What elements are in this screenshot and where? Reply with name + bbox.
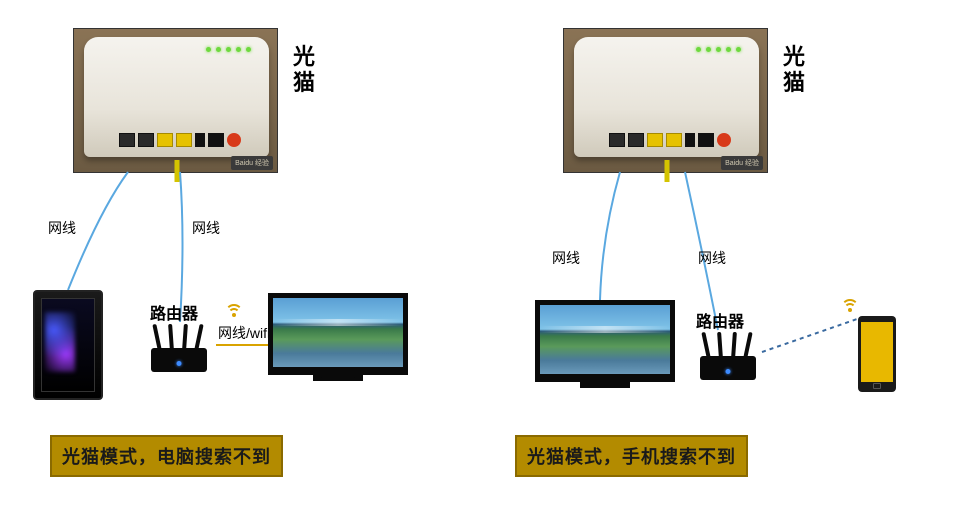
wire-label-tv: 网线 — [552, 248, 580, 268]
modem-label: 光猫 — [783, 44, 807, 97]
tv-icon — [535, 300, 675, 395]
smartphone-icon — [858, 316, 896, 392]
watermark-badge: Baidu 经验 — [721, 156, 763, 170]
wire-label-router: 网线 — [698, 248, 726, 268]
left-caption: 光猫模式，电脑搜索不到 — [50, 435, 283, 477]
desktop-pc-icon — [33, 290, 103, 400]
tv-icon — [268, 293, 408, 388]
router-icon — [143, 322, 215, 372]
router-label: 路由器 — [696, 308, 744, 332]
wifi-icon — [224, 304, 244, 320]
right-panel: Baidu 经验 光猫 网线 网线 路由器 光猫模式，手机搜索不到 — [480, 0, 959, 521]
watermark-badge: Baidu 经验 — [231, 156, 273, 170]
router-icon — [692, 330, 764, 380]
router-tv-line — [216, 340, 276, 350]
left-panel: Baidu 经验 光猫 网线 网线 路由器 网线/wifi 光猫模式，电脑搜索不… — [0, 0, 470, 521]
router-to-tv-label-text: 网线/wifi — [218, 325, 270, 341]
right-caption: 光猫模式，手机搜索不到 — [515, 435, 748, 477]
wire-label-pc: 网线 — [48, 218, 76, 238]
optical-modem-image: Baidu 经验 — [563, 28, 768, 173]
modem-label: 光猫 — [293, 44, 317, 97]
wifi-icon — [840, 299, 860, 315]
wire-label-router: 网线 — [192, 218, 220, 238]
router-label: 路由器 — [150, 300, 198, 324]
optical-modem-image: Baidu 经验 — [73, 28, 278, 173]
